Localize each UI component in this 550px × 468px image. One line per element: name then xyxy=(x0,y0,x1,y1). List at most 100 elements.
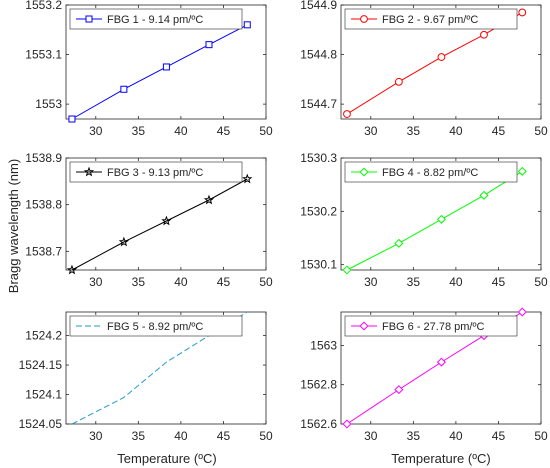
data-point xyxy=(242,173,253,184)
data-point xyxy=(342,265,352,275)
legend-label: FBG 4 - 8.82 pm/ºC xyxy=(382,167,478,179)
legend-label: FBG 5 - 8.92 pm/ºC xyxy=(107,321,203,333)
x-axis-label-left: Temperature (ºC) xyxy=(117,451,216,466)
subplot-2: 30 35 40 45 50 1544.7 1544.8 1544.9 FBG 2 - 9.67… xyxy=(300,0,548,138)
subplot-4: 30 35 40 45 50 1530.1 1530.2 1530.3 FBG 4 - 8.82… xyxy=(300,151,548,289)
subplot-grid: 30 35 40 45 50 1553 1553.1 1553.2 FBG 1 - 9.14 p… xyxy=(19,0,548,443)
x-tick-label: 40 xyxy=(449,124,463,138)
data-point xyxy=(437,53,446,61)
y-tick-label: 1530.1 xyxy=(300,258,337,272)
x-tick-label: 30 xyxy=(89,275,103,289)
data-point xyxy=(394,77,403,86)
y-axis-label: Bragg wavelength (nm) xyxy=(6,159,21,293)
y-tick-label: 1544.9 xyxy=(300,0,337,12)
legend-marker xyxy=(360,15,368,23)
legend-label: FBG 1 - 9.14 pm/ºC xyxy=(107,14,203,26)
data-point xyxy=(517,307,527,317)
x-tick-label: 45 xyxy=(492,124,506,138)
x-tick-label: 30 xyxy=(364,429,378,443)
data-point xyxy=(162,63,170,71)
y-tick-label: 1544.8 xyxy=(300,48,337,62)
data-point xyxy=(161,215,172,226)
data-point xyxy=(120,85,128,93)
y-tick-label: 1562.6 xyxy=(300,417,337,431)
subplot-6: 30 35 40 45 50 1562.6 1562.8 1563 FBG 6 - 27.78 … xyxy=(300,307,548,443)
data-point xyxy=(394,385,404,395)
x-tick-label: 50 xyxy=(259,124,273,138)
x-tick-label: 40 xyxy=(449,275,463,289)
y-tick-label: 1538.7 xyxy=(25,244,62,258)
subplot-1: 30 35 40 45 50 1553 1553.1 1553.2 FBG 1 - 9.14 p… xyxy=(25,0,273,138)
x-tick-label: 30 xyxy=(364,124,378,138)
series-line xyxy=(71,178,248,271)
data-point xyxy=(205,41,213,49)
x-tick-label: 50 xyxy=(259,429,273,443)
x-tick-label: 45 xyxy=(217,124,231,138)
data-point xyxy=(436,214,446,224)
data-point xyxy=(479,190,489,200)
x-tick-label: 50 xyxy=(259,275,273,289)
y-tick-label: 1553.1 xyxy=(25,48,62,62)
data-point xyxy=(517,166,527,176)
y-tick-label: 1530.2 xyxy=(300,204,337,218)
legend-marker xyxy=(359,321,369,331)
y-tick-label: 1530.3 xyxy=(300,151,337,165)
x-axis-label-right: Temperature (ºC) xyxy=(391,451,490,466)
legend-label: FBG 2 - 9.67 pm/ºC xyxy=(382,14,478,26)
data-point xyxy=(436,357,446,367)
legend xyxy=(69,161,243,183)
y-tick-label: 1544.7 xyxy=(300,97,337,111)
legend xyxy=(344,315,518,337)
legend-label: FBG 6 - 27.78 pm/ºC xyxy=(382,321,484,333)
y-tick-label: 1538.8 xyxy=(25,198,62,212)
legend-marker xyxy=(85,15,93,23)
x-tick-label: 40 xyxy=(174,275,188,289)
x-tick-label: 35 xyxy=(132,429,146,443)
series-line xyxy=(71,311,248,425)
data-point xyxy=(66,264,78,275)
x-tick-label: 40 xyxy=(449,429,463,443)
x-tick-label: 35 xyxy=(132,124,146,138)
data-point xyxy=(203,194,215,205)
y-tick-label: 1562.8 xyxy=(300,378,337,392)
x-tick-label: 45 xyxy=(492,275,506,289)
x-tick-label: 35 xyxy=(132,275,146,289)
x-tick-label: 40 xyxy=(174,429,188,443)
x-tick-label: 50 xyxy=(534,275,548,289)
x-tick-label: 45 xyxy=(492,429,506,443)
legend-marker xyxy=(83,166,95,177)
x-tick-label: 30 xyxy=(89,124,103,138)
y-tick-label: 1553.2 xyxy=(25,0,62,12)
data-point xyxy=(343,110,351,118)
data-point xyxy=(518,8,527,17)
x-tick-label: 30 xyxy=(89,429,103,443)
x-tick-label: 35 xyxy=(407,429,421,443)
data-point xyxy=(118,236,130,247)
data-point xyxy=(480,30,488,39)
data-point xyxy=(243,21,251,29)
x-tick-label: 35 xyxy=(407,275,421,289)
y-tick-label: 1524.05 xyxy=(19,417,63,431)
data-point xyxy=(68,115,76,123)
x-tick-label: 45 xyxy=(217,429,231,443)
legend xyxy=(344,8,518,30)
subplot-5: 30 35 40 45 50 1524.05 1524.1 1524.15 1524.2 FBG … xyxy=(19,311,273,443)
data-point xyxy=(394,238,404,248)
x-tick-label: 40 xyxy=(174,124,188,138)
y-tick-label: 1563 xyxy=(310,338,337,352)
legend-marker xyxy=(359,167,369,177)
x-tick-label: 30 xyxy=(364,275,378,289)
x-tick-label: 45 xyxy=(217,275,231,289)
legend xyxy=(69,8,243,30)
y-tick-label: 1524.15 xyxy=(19,358,63,372)
y-tick-label: 1538.9 xyxy=(25,151,62,165)
legend xyxy=(344,161,518,183)
x-tick-label: 50 xyxy=(534,429,548,443)
x-tick-label: 50 xyxy=(534,124,548,138)
y-tick-label: 1524.1 xyxy=(25,388,62,402)
y-tick-label: 1553 xyxy=(35,97,62,111)
legend-label: FBG 3 - 9.13 pm/ºC xyxy=(107,167,203,179)
x-tick-label: 35 xyxy=(407,124,421,138)
subplot-3: 30 35 40 45 50 1538.7 1538.8 1538.9 FBG 3 - 9.13… xyxy=(25,151,273,289)
